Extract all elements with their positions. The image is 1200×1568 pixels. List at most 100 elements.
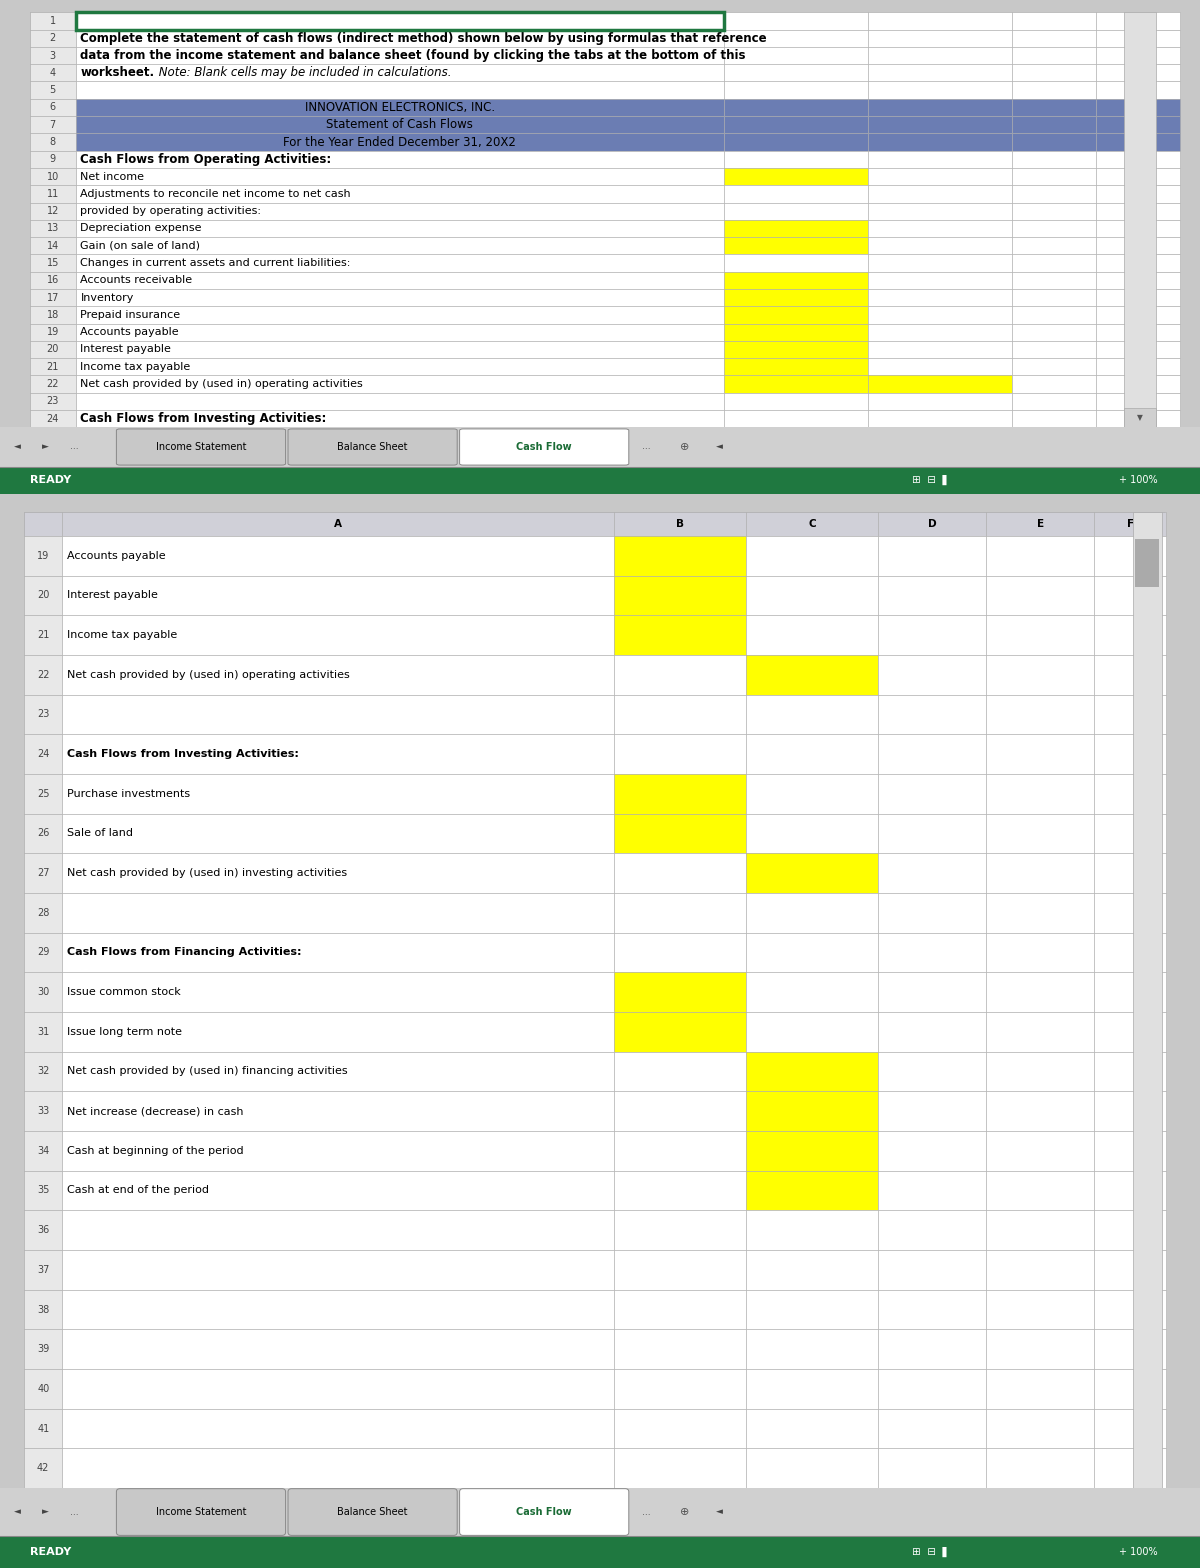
Bar — [30, 13, 1158, 426]
Text: Cash Flows from Investing Activities:: Cash Flows from Investing Activities: — [67, 750, 299, 759]
Bar — [1094, 892, 1166, 933]
Bar — [76, 13, 724, 30]
Bar — [986, 1052, 1094, 1091]
Text: Cash Flow: Cash Flow — [516, 442, 572, 452]
Bar — [76, 116, 724, 133]
Text: 24: 24 — [37, 750, 49, 759]
Bar — [1012, 82, 1096, 99]
Bar — [1096, 375, 1180, 392]
Bar — [746, 1011, 878, 1052]
Bar — [1124, 13, 1156, 426]
Bar — [868, 306, 1012, 323]
Bar — [30, 358, 76, 375]
Bar — [1094, 575, 1166, 615]
Bar — [878, 1408, 986, 1449]
Text: Issue long term note: Issue long term note — [67, 1027, 182, 1036]
Bar — [1096, 254, 1180, 271]
Bar — [986, 1210, 1094, 1250]
Bar — [724, 306, 868, 323]
Bar — [24, 853, 62, 892]
Bar — [24, 615, 62, 655]
Bar — [878, 655, 986, 695]
Bar — [746, 513, 878, 536]
Text: 8: 8 — [49, 136, 56, 147]
Text: Interest payable: Interest payable — [67, 591, 158, 601]
Text: Adjustments to reconcile net income to net cash: Adjustments to reconcile net income to n… — [80, 188, 352, 199]
Bar — [868, 13, 1012, 30]
Bar — [76, 254, 724, 271]
Bar — [986, 1131, 1094, 1171]
Bar — [62, 1369, 614, 1408]
Text: 23: 23 — [47, 397, 59, 406]
Text: Net increase (decrease) in cash: Net increase (decrease) in cash — [67, 1105, 244, 1116]
Bar — [76, 409, 724, 426]
Bar — [30, 13, 76, 30]
Text: Net cash provided by (used in) operating activities: Net cash provided by (used in) operating… — [67, 670, 350, 681]
Bar — [614, 1330, 746, 1369]
Bar — [868, 254, 1012, 271]
Bar — [1094, 655, 1166, 695]
Bar — [1012, 375, 1096, 392]
Text: 41: 41 — [37, 1424, 49, 1433]
Text: Required:: Required: — [80, 14, 145, 28]
Bar — [614, 1171, 746, 1210]
Bar — [62, 695, 614, 734]
Bar — [868, 271, 1012, 289]
Bar — [62, 853, 614, 892]
Text: 11: 11 — [47, 188, 59, 199]
Bar — [1012, 220, 1096, 237]
Bar — [724, 99, 868, 116]
Text: provided by operating activities:: provided by operating activities: — [80, 205, 262, 216]
Bar — [868, 133, 1012, 151]
Text: Income Statement: Income Statement — [156, 1507, 246, 1516]
Bar — [614, 972, 746, 1011]
Bar — [724, 271, 868, 289]
Bar — [724, 409, 868, 426]
Bar — [30, 254, 76, 271]
Bar — [1012, 133, 1096, 151]
Bar — [868, 30, 1012, 47]
Bar — [1012, 306, 1096, 323]
Bar — [62, 775, 614, 814]
Bar — [868, 358, 1012, 375]
Bar — [1012, 254, 1096, 271]
Bar — [724, 323, 868, 340]
Bar — [878, 1131, 986, 1171]
Bar — [1012, 151, 1096, 168]
Bar — [1096, 30, 1180, 47]
Text: Cash Flow: Cash Flow — [516, 1507, 572, 1516]
Bar — [1094, 814, 1166, 853]
Bar — [62, 972, 614, 1011]
Bar — [878, 536, 986, 575]
Text: 39: 39 — [37, 1344, 49, 1355]
Bar — [746, 1250, 878, 1289]
Bar — [986, 853, 1094, 892]
Bar — [76, 13, 724, 30]
Bar — [614, 1408, 746, 1449]
Text: 27: 27 — [37, 869, 49, 878]
Bar — [1096, 185, 1180, 202]
Bar — [986, 513, 1094, 536]
Bar — [878, 1171, 986, 1210]
Bar — [614, 1289, 746, 1330]
Bar — [62, 1289, 614, 1330]
Bar — [746, 853, 878, 892]
Bar — [76, 237, 724, 254]
Bar — [878, 1289, 986, 1330]
Bar — [986, 575, 1094, 615]
Bar — [614, 853, 746, 892]
Bar — [746, 1052, 878, 1091]
Bar — [724, 202, 868, 220]
Bar — [1012, 409, 1096, 426]
Bar — [1096, 82, 1180, 99]
Text: Balance Sheet: Balance Sheet — [337, 442, 408, 452]
Bar — [24, 775, 62, 814]
Bar — [724, 375, 868, 392]
Bar — [0, 1537, 1200, 1568]
Bar — [62, 1408, 614, 1449]
Bar — [24, 814, 62, 853]
Bar — [878, 695, 986, 734]
Bar — [878, 972, 986, 1011]
Bar — [62, 615, 614, 655]
Bar — [868, 340, 1012, 358]
